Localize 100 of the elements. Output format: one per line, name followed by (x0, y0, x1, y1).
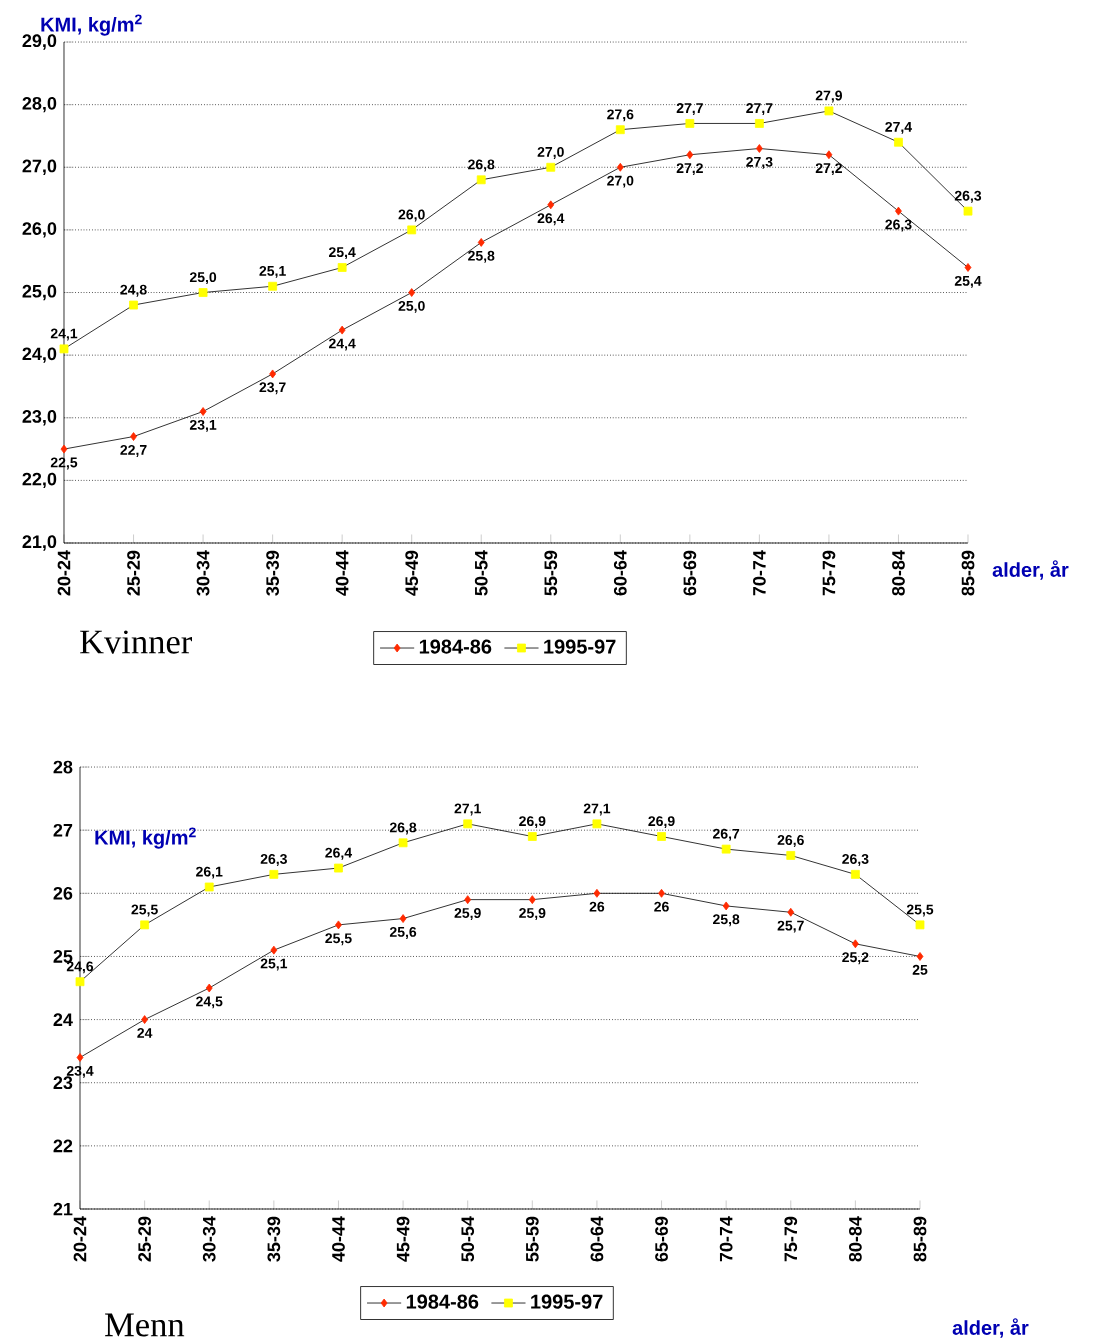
point (964, 263, 972, 272)
point (593, 888, 601, 898)
data-label: 27,0 (537, 146, 564, 159)
text: Menn (105, 1313, 185, 1337)
x-tick-label: 20-24 (57, 550, 71, 596)
data-label: 26,3 (954, 190, 982, 203)
data-label: 27,2 (676, 163, 703, 176)
x-tick-label: 25-29 (138, 1216, 151, 1262)
data-label: 27,6 (607, 109, 634, 122)
point (335, 920, 342, 930)
x-tick-label: 35-39 (267, 1216, 281, 1262)
point (592, 819, 602, 829)
point (916, 952, 924, 961)
y-tick-label: 23 (53, 1076, 73, 1090)
point (198, 288, 208, 297)
y-tick-label: 27 (53, 823, 73, 837)
y-tick-label: 29,0 (22, 34, 57, 50)
legend-label: 1984-86 (419, 639, 492, 654)
y-tick-label: 22 (53, 1139, 73, 1153)
point (755, 144, 763, 153)
point (337, 263, 347, 272)
point (463, 819, 473, 829)
x-tick-label: 70-74 (719, 1216, 733, 1262)
x-tick-label: 35-39 (266, 550, 279, 596)
data-label: 25,8 (713, 914, 740, 927)
data-label: 27,0 (607, 175, 634, 188)
data-label: 26,9 (648, 816, 675, 829)
y-axis-title: KMI, kg/m$^{2}$ (95, 827, 196, 849)
point (658, 888, 665, 898)
data-label: 22,7 (120, 444, 147, 457)
data-label: 27,1 (454, 803, 481, 816)
x-tick-label: 25-29 (127, 550, 140, 596)
x-tick-label: 40-44 (335, 550, 349, 596)
data-label: 25,4 (954, 275, 982, 288)
data-label: 26,4 (537, 213, 565, 226)
data-label: 26,1 (196, 866, 223, 879)
x-tick-label: 60-64 (613, 550, 627, 596)
x-tick-label: 40-44 (332, 1216, 345, 1262)
y-tick-label: 21 (53, 1202, 73, 1216)
point (895, 206, 902, 216)
data-label: 25,4 (329, 247, 356, 260)
point (686, 150, 694, 160)
x-tick-label: 55-59 (544, 550, 558, 596)
legend-label: 1984-86 (406, 1294, 479, 1309)
x-tick-label: 75-79 (784, 1216, 798, 1262)
data-label: 26 (589, 901, 605, 912)
point (721, 844, 731, 854)
data-label: 22,5 (50, 457, 78, 470)
y-tick-label: 28 (53, 760, 73, 774)
point (338, 325, 346, 335)
data-label: 23,4 (66, 1065, 94, 1078)
point (408, 288, 416, 297)
point (547, 200, 555, 210)
y-axis-title: KMI, kg/m$^{2}$ (41, 14, 142, 36)
data-label: 24 (137, 1028, 153, 1038)
x-tick-label: 45-49 (405, 550, 419, 596)
point (476, 175, 486, 185)
point (615, 125, 625, 135)
point (963, 206, 973, 216)
data-label: 26,3 (885, 219, 912, 232)
data-label: 26,3 (260, 854, 287, 866)
data-label: 26,9 (519, 816, 546, 829)
data-label: 26,8 (389, 822, 417, 835)
data-label: 27,7 (746, 103, 773, 116)
text: Kvinner (80, 630, 193, 654)
y-tick-label: 24 (53, 1013, 73, 1026)
point (824, 106, 834, 116)
legend-label: 1995-97 (544, 639, 616, 654)
point (398, 838, 408, 848)
data-label: 27,7 (676, 103, 703, 116)
point (685, 119, 695, 128)
data-label: 26,3 (842, 854, 869, 866)
point (130, 432, 137, 441)
data-label: 25,0 (189, 272, 217, 285)
data-label: 25,5 (906, 904, 934, 917)
point (464, 895, 472, 905)
y-tick-label: 24,0 (22, 347, 57, 363)
data-label: 24,1 (50, 328, 78, 341)
data-label: 24,5 (196, 996, 223, 1009)
data-label: 27,4 (885, 121, 913, 134)
data-label: 24,8 (120, 284, 147, 297)
point (527, 832, 537, 841)
data-label: 23,1 (189, 419, 217, 432)
legend-label: 1995-97 (531, 1294, 603, 1309)
point (399, 914, 407, 923)
data-label: 24,4 (329, 338, 356, 351)
point (269, 869, 279, 879)
point (140, 920, 150, 930)
point (199, 407, 207, 416)
point (76, 1053, 84, 1062)
x-tick-label: 30-34 (202, 1216, 216, 1262)
x-axis-title: alder, år (992, 560, 1069, 580)
point (546, 162, 556, 172)
data-label: 25,5 (325, 933, 352, 946)
data-label: 23,7 (259, 382, 286, 395)
x-tick-label: 75-79 (822, 550, 836, 596)
data-label: 25,2 (842, 952, 869, 965)
x-tick-label: 50-54 (474, 550, 488, 596)
data-label: 25,7 (777, 920, 804, 933)
x-tick-label: 80-84 (849, 1216, 862, 1262)
